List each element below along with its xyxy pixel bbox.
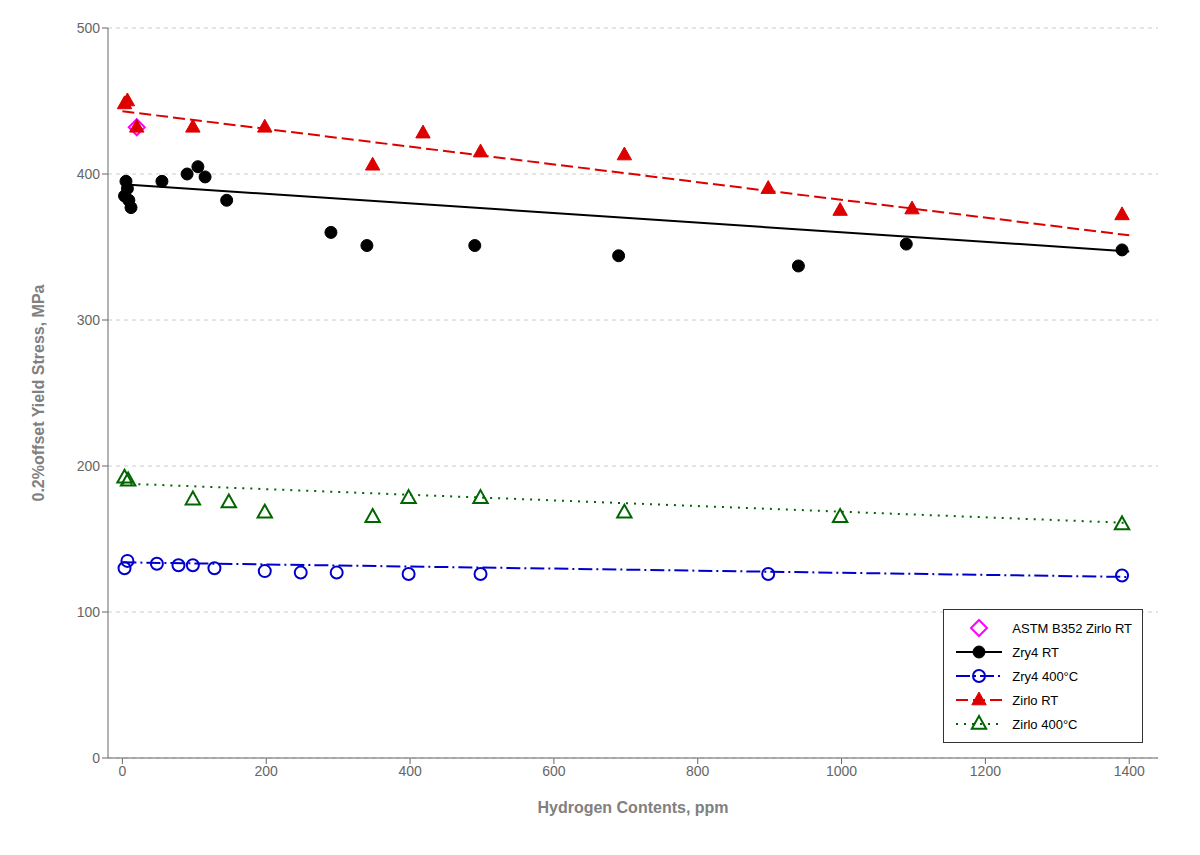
svg-text:1400: 1400 xyxy=(1114,763,1145,779)
svg-text:600: 600 xyxy=(542,763,566,779)
html-text:Zirlo RT: Zirlo RT xyxy=(1012,692,1059,708)
svg-text:0.2%offset Yield Stress, MPa: 0.2%offset Yield Stress, MPa xyxy=(30,284,47,501)
svg-text:0: 0 xyxy=(92,750,100,766)
svg-text:100: 100 xyxy=(77,604,101,620)
svg-text:200: 200 xyxy=(255,763,279,779)
svg-text:300: 300 xyxy=(77,312,101,328)
svg-text:1200: 1200 xyxy=(970,763,1001,779)
svg-text:500: 500 xyxy=(77,20,101,36)
svg-text:0: 0 xyxy=(118,763,126,779)
svg-text:800: 800 xyxy=(686,763,710,779)
svg-text:400: 400 xyxy=(77,166,101,182)
html-text:Zry4 400°C: Zry4 400°C xyxy=(1012,668,1079,684)
html-text:ASTM B352 Zirlo RT: ASTM B352 Zirlo RT xyxy=(1012,620,1132,636)
html-text:Zirlo 400°C: Zirlo 400°C xyxy=(1012,716,1078,732)
html-text:Zry4 RT: Zry4 RT xyxy=(1012,644,1059,660)
svg-text:400: 400 xyxy=(398,763,422,779)
svg-text:Hydrogen Contents, ppm: Hydrogen Contents, ppm xyxy=(537,799,728,816)
svg-text:1000: 1000 xyxy=(826,763,857,779)
svg-text:200: 200 xyxy=(77,458,101,474)
